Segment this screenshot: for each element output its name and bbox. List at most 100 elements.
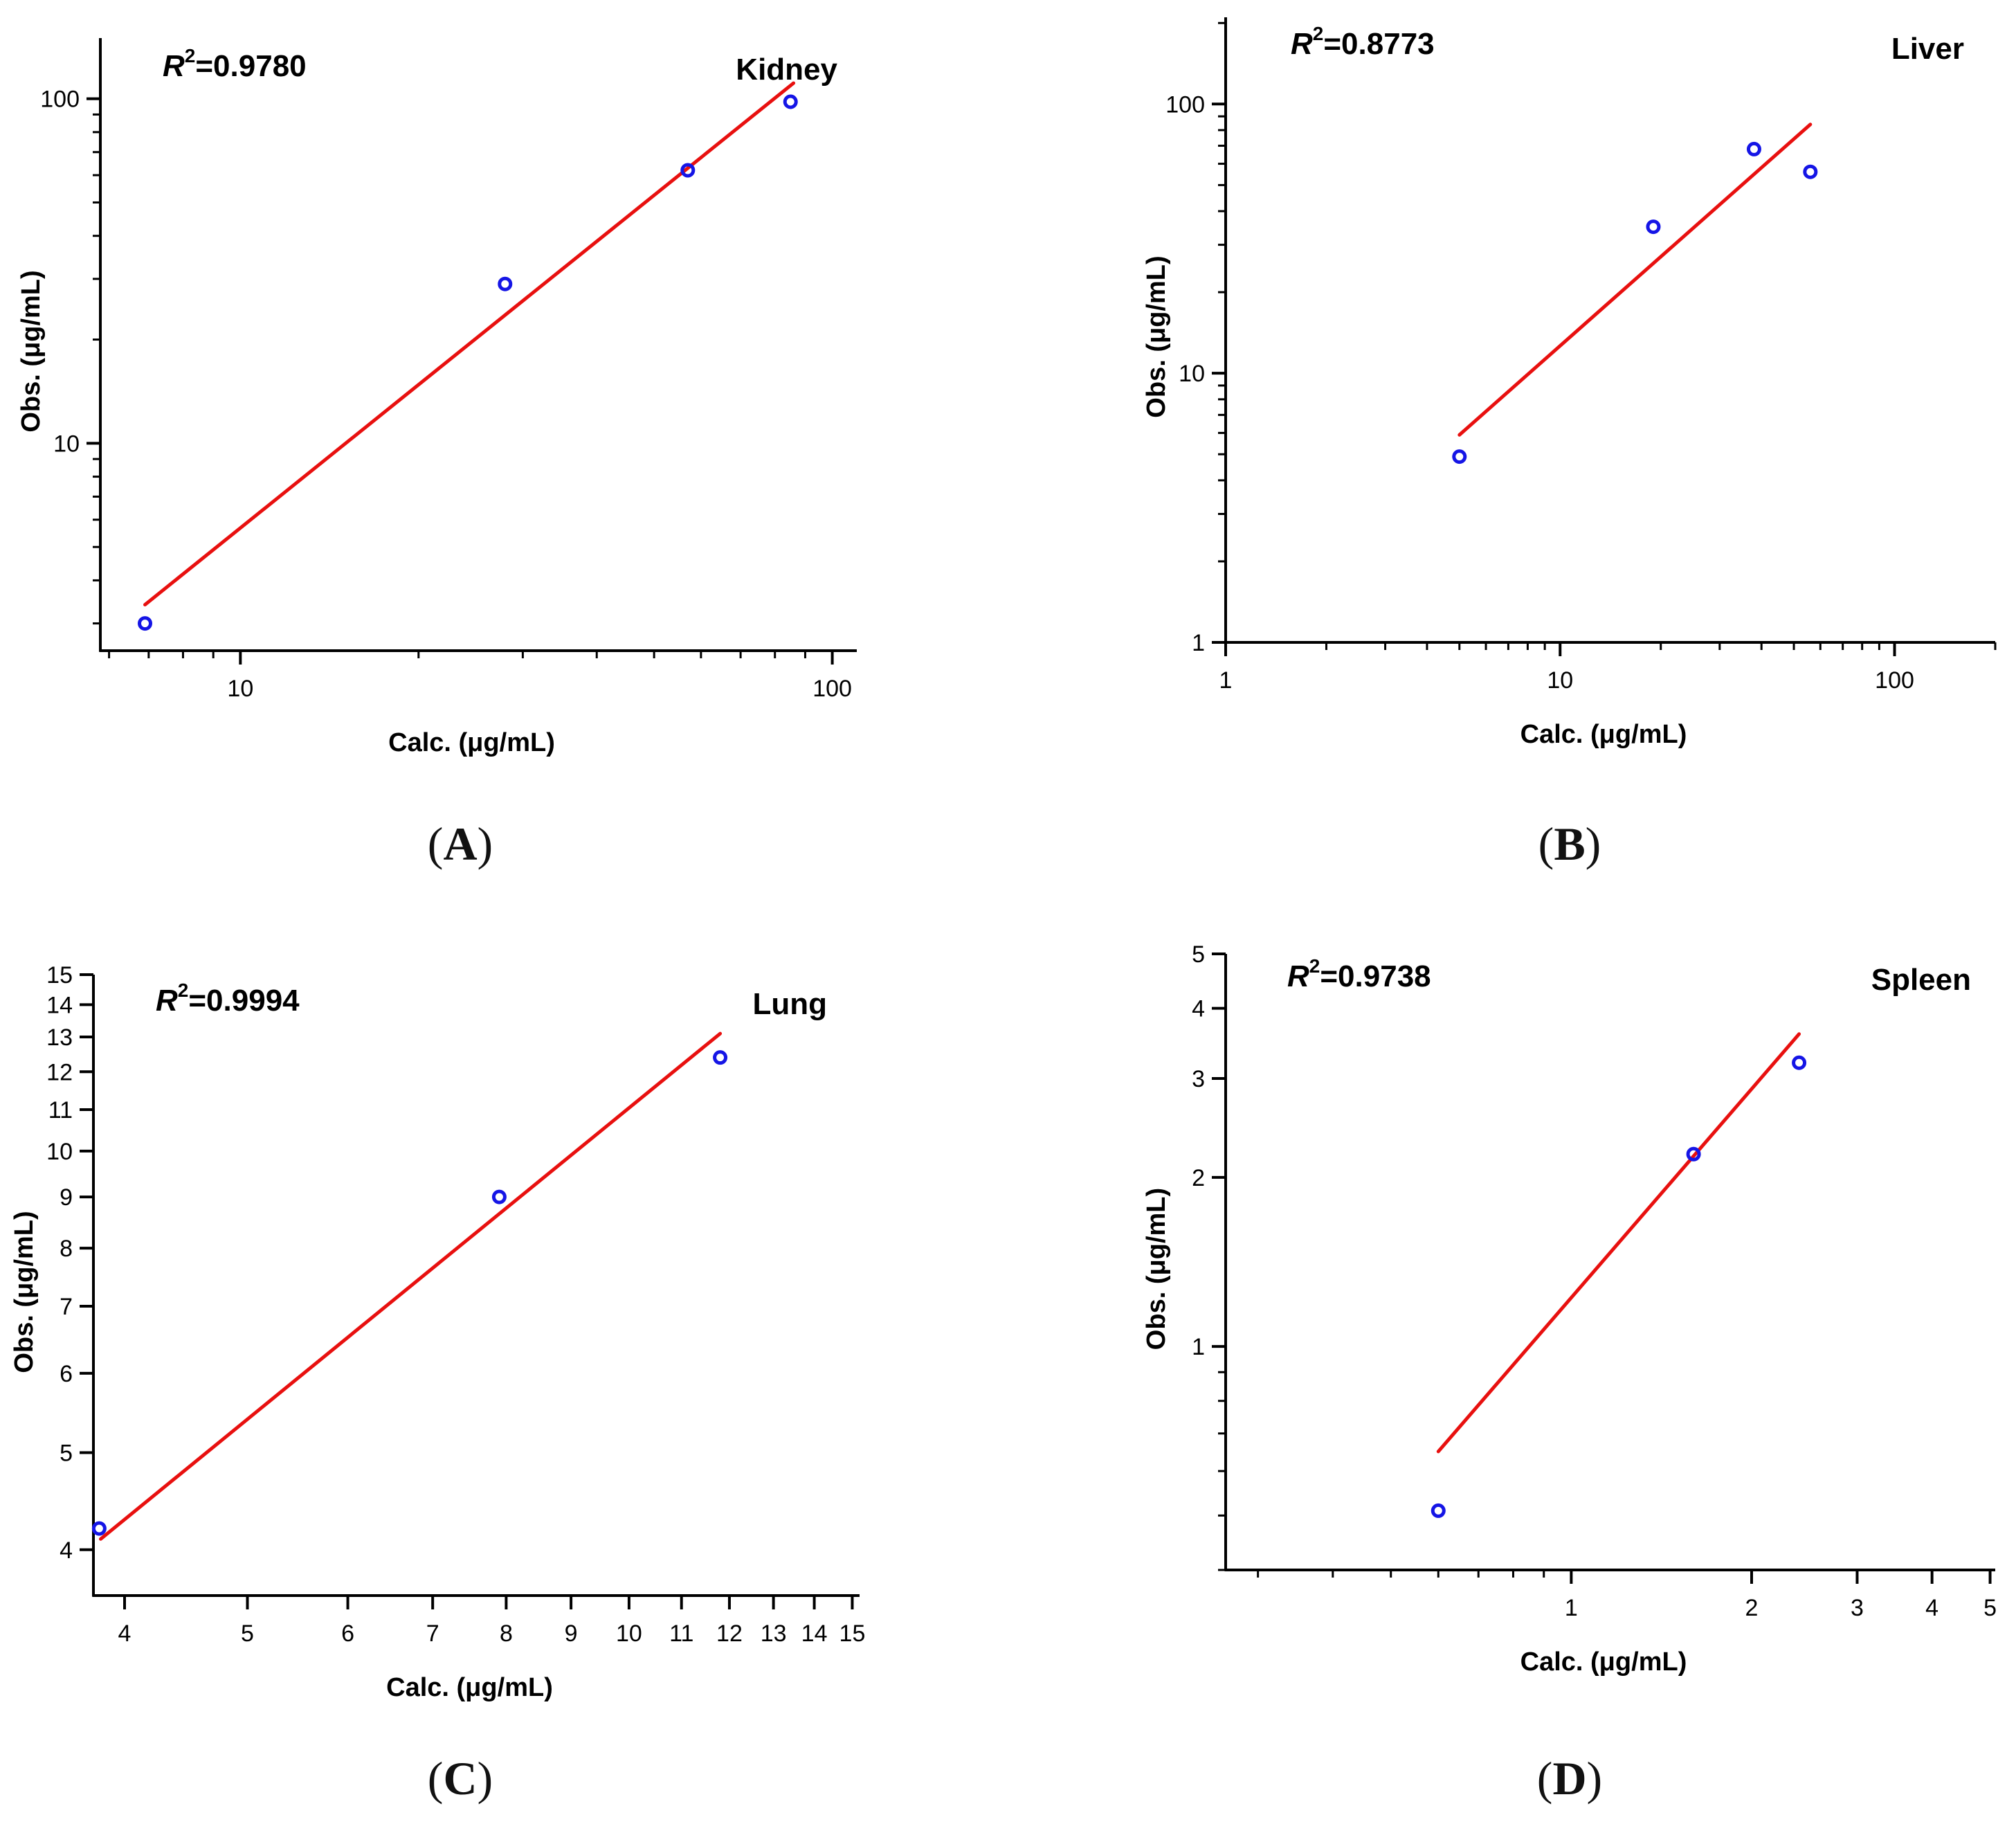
r-squared-value: =0.9738	[1320, 959, 1431, 993]
panel-caption-c-letter: C	[443, 1752, 478, 1805]
y-axis-label: Obs. (μg/mL)	[1142, 255, 1171, 417]
x-tick-label: 100	[812, 676, 852, 702]
r-squared-symbol: R	[1287, 959, 1309, 993]
y-tick-label: 14	[46, 992, 73, 1018]
x-tick-label: 3	[1851, 1595, 1864, 1621]
x-tick-label: 12	[716, 1620, 743, 1647]
x-tick-label: 2	[1745, 1595, 1759, 1621]
panel-title: Liver	[1891, 32, 1964, 66]
y-tick-label: 5	[60, 1441, 73, 1467]
x-tick-label: 13	[761, 1620, 787, 1647]
y-tick-label: 10	[1179, 361, 1205, 387]
y-tick-label: 3	[1192, 1066, 1205, 1092]
data-point	[498, 276, 513, 291]
panel-c: 4 5 6 7 8 9 10 11 12 13 14 15 4 5 6 7 8 9 10 11 12 13 14 15 Calc…	[10, 962, 865, 1702]
y-tick-label: 10	[46, 1139, 73, 1165]
data-point	[491, 1189, 507, 1204]
y-tick-label: 100	[1165, 91, 1205, 118]
data-point	[91, 1521, 107, 1536]
x-tick-label: 1	[1565, 1595, 1578, 1621]
y-tick-label: 13	[46, 1024, 73, 1051]
y-tick-label: 4	[60, 1537, 73, 1564]
x-tick-label: 4	[1925, 1595, 1938, 1621]
x-tick-label: 100	[1875, 667, 1914, 694]
x-tick-label: 10	[227, 676, 253, 702]
panel-caption-d-letter: D	[1552, 1752, 1587, 1805]
x-tick-label: 7	[426, 1620, 439, 1647]
data-point	[1746, 141, 1761, 156]
x-tick-label: 11	[669, 1620, 693, 1647]
fit-line	[1457, 123, 1813, 437]
y-tick-label: 6	[60, 1361, 73, 1387]
data-point	[713, 1050, 728, 1065]
y-tick-label: 1	[1192, 630, 1205, 656]
r-squared-symbol: R	[156, 984, 178, 1018]
data-point	[783, 94, 798, 109]
fit-line	[98, 1031, 723, 1541]
data-point	[1452, 449, 1467, 464]
y-tick-label: 9	[60, 1184, 73, 1211]
r-squared-label: R2=0.9994	[156, 979, 300, 1018]
x-tick-label: 8	[500, 1620, 513, 1647]
data-point	[1803, 164, 1818, 179]
fit-line	[143, 81, 796, 607]
x-tick-label: 14	[801, 1620, 828, 1647]
y-axis-label: Obs. (μg/mL)	[10, 1211, 39, 1373]
panel-caption-d: (D)	[1536, 1752, 1603, 1805]
panel-title: Spleen	[1871, 963, 1971, 997]
data-point	[680, 163, 696, 178]
r-squared-value: =0.9994	[188, 984, 300, 1018]
r-squared-label: R2=0.9780	[163, 45, 307, 83]
r-squared-symbol: R	[1291, 27, 1313, 61]
fit-line	[1436, 1032, 1801, 1454]
x-tick-label: 5	[241, 1620, 254, 1647]
panel-caption-a-letter: A	[443, 818, 478, 870]
data-point	[1792, 1055, 1807, 1070]
y-tick-label: 8	[60, 1236, 73, 1262]
x-tick-label: 10	[616, 1620, 642, 1647]
r-squared-superscript: 2	[185, 45, 196, 66]
data-point	[138, 616, 153, 631]
panel-a: 10 100 10 100 Calc. (μg/mL) Obs. (μg/mL) R2=0.…	[17, 38, 857, 757]
r-squared-superscript: 2	[1313, 23, 1324, 44]
r-squared-value: =0.9780	[195, 49, 306, 83]
x-axis-label: Calc. (μg/mL)	[386, 1673, 553, 1702]
y-tick-label: 1	[1192, 1334, 1205, 1360]
data-point	[1646, 219, 1661, 235]
r-squared-label: R2=0.8773	[1291, 23, 1435, 61]
panel-caption-b: (B)	[1538, 818, 1601, 870]
x-tick-label: 6	[341, 1620, 354, 1647]
y-tick-label: 2	[1192, 1165, 1205, 1191]
panel-caption-c: (C)	[427, 1752, 493, 1805]
x-axis-label: Calc. (μg/mL)	[388, 728, 555, 757]
panel-b: 1 10 100 1 10 100 Calc. (μg/mL) Obs. (μg/mL) R2=…	[1142, 17, 1997, 749]
x-tick-label: 5	[1983, 1595, 1997, 1621]
y-tick-label: 15	[46, 962, 73, 988]
r-squared-symbol: R	[163, 49, 185, 83]
y-tick-label: 10	[53, 431, 80, 457]
y-tick-label: 7	[60, 1294, 73, 1320]
r-squared-label: R2=0.9738	[1287, 955, 1431, 993]
panel-caption-a: (A)	[427, 818, 493, 870]
y-axis-label: Obs. (μg/mL)	[17, 270, 46, 432]
r-squared-value: =0.8773	[1323, 27, 1434, 61]
y-tick-label: 5	[1192, 941, 1205, 968]
r-squared-superscript: 2	[1309, 955, 1320, 977]
x-tick-label: 1	[1219, 667, 1233, 694]
data-point	[1431, 1503, 1446, 1518]
y-tick-label: 11	[48, 1097, 73, 1123]
x-tick-label: 4	[118, 1620, 131, 1647]
r-squared-superscript: 2	[178, 979, 189, 1001]
y-axis-label: Obs. (μg/mL)	[1142, 1188, 1171, 1350]
y-tick-label: 12	[46, 1059, 73, 1085]
panel-title: Lung	[752, 987, 827, 1021]
data-point	[1686, 1146, 1701, 1162]
x-tick-label: 9	[565, 1620, 578, 1647]
x-axis-label: Calc. (μg/mL)	[1520, 720, 1687, 749]
x-axis-label: Calc. (μg/mL)	[1520, 1647, 1687, 1677]
panel-title: Kidney	[736, 53, 837, 87]
x-tick-label: 10	[1547, 667, 1573, 694]
